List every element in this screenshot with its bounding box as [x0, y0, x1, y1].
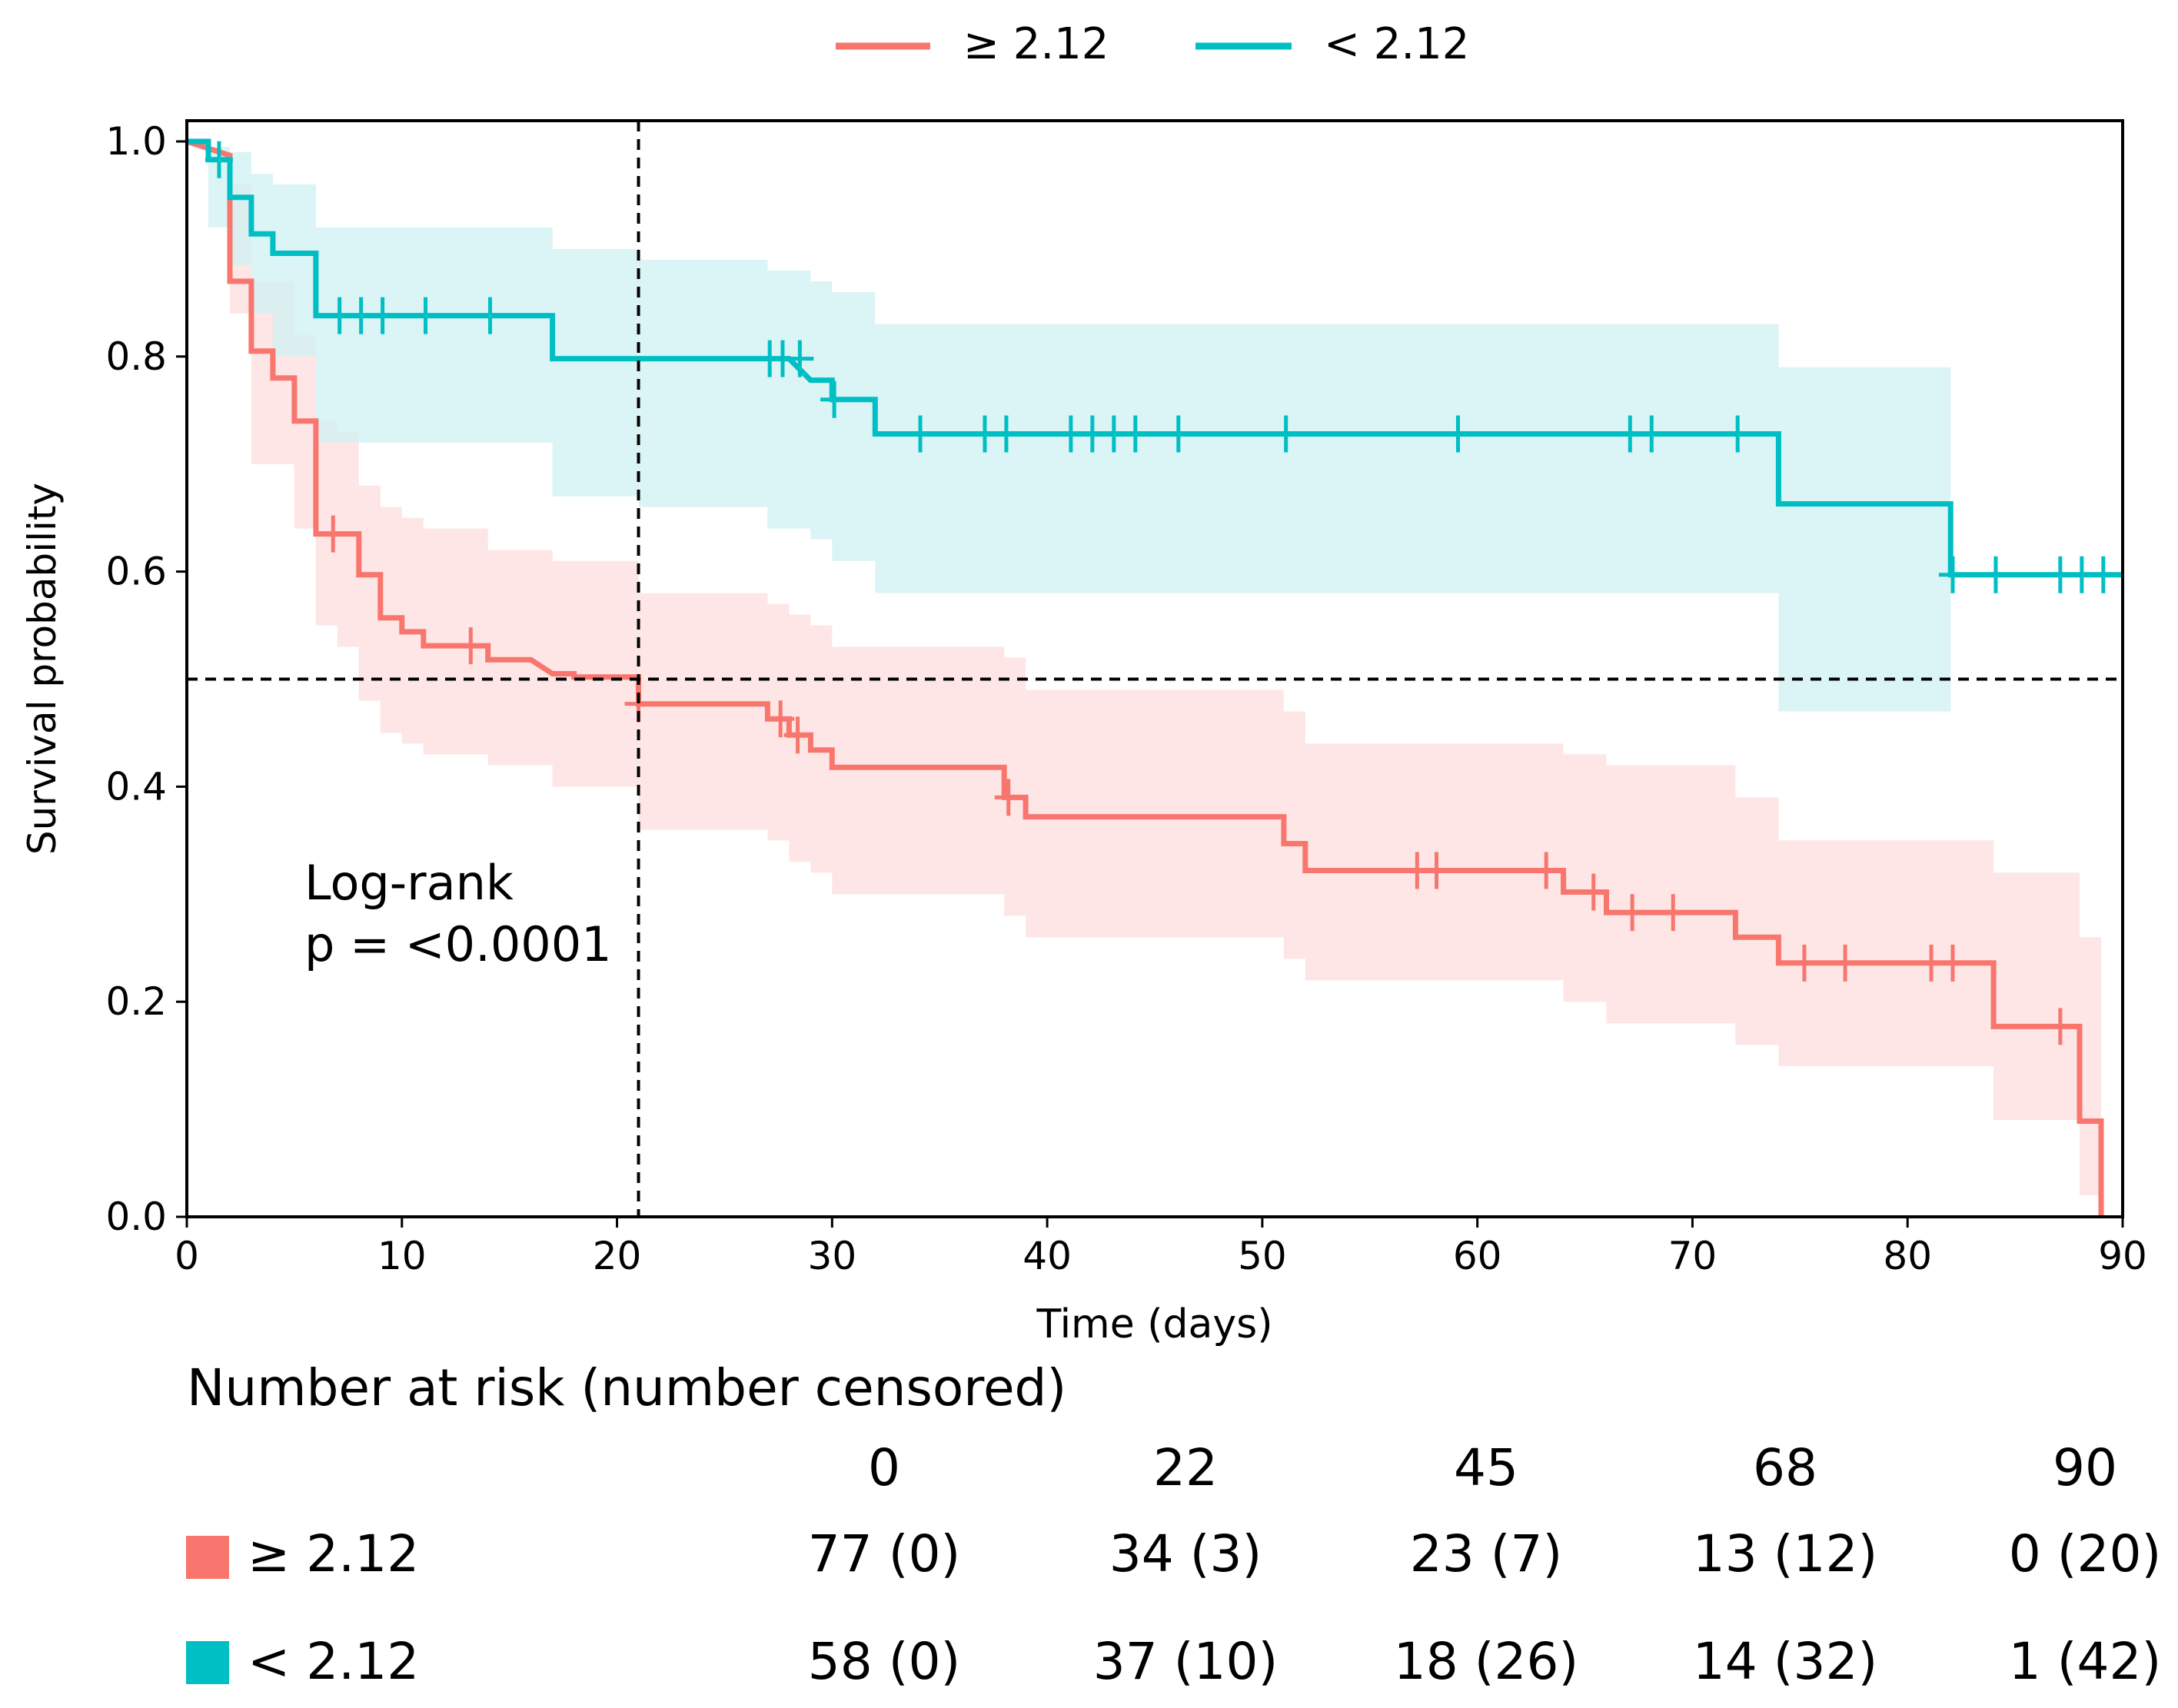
- y-tick-label: 0.2: [105, 979, 167, 1024]
- risk-time-label: 0: [868, 1438, 900, 1497]
- risk-value-low: 1 (42): [2009, 1632, 2161, 1691]
- y-axis-label: Survival probability: [20, 483, 65, 855]
- risk-value-low: 18 (26): [1394, 1632, 1578, 1691]
- x-tick-label: 80: [1883, 1234, 1932, 1278]
- x-tick-label: 50: [1238, 1234, 1287, 1278]
- y-tick-label: 1.0: [105, 119, 167, 164]
- band-low: [187, 141, 1951, 712]
- risk-time-label: 22: [1153, 1438, 1218, 1497]
- risk-value-low: 37 (10): [1093, 1632, 1278, 1691]
- legend-label-low: < 2.12: [1324, 19, 1469, 69]
- y-tick-label: 0.0: [105, 1195, 167, 1239]
- x-tick-label: 60: [1453, 1234, 1502, 1278]
- band-high: [187, 141, 2101, 1195]
- risk-value-high: 23 (7): [1410, 1524, 1562, 1583]
- x-tick-label: 30: [808, 1234, 857, 1278]
- risk-row-swatch-high: [186, 1536, 229, 1579]
- reference-lines: [187, 121, 2123, 1217]
- risk-value-low: 14 (32): [1693, 1632, 1877, 1691]
- risk-time-label: 68: [1753, 1438, 1817, 1497]
- logrank-title: Log-rank: [304, 855, 514, 911]
- risk-table-values: 77 (0) 34 (3) 23 (7) 13 (12) 0 (20) 58 (0) 37 …: [808, 1524, 2161, 1691]
- legend: ≥ 2.12 < 2.12: [836, 19, 1469, 69]
- logrank-pvalue: p = <0.0001: [304, 916, 612, 972]
- risk-row-label-low: < 2.12: [248, 1632, 419, 1691]
- risk-value-low: 58 (0): [808, 1632, 960, 1691]
- y-tick-label: 0.6: [105, 550, 167, 594]
- x-tick-label: 20: [593, 1234, 642, 1278]
- x-tick-label: 10: [377, 1234, 427, 1278]
- risk-value-high: 13 (12): [1693, 1524, 1877, 1583]
- risk-row-swatch-low: [186, 1641, 229, 1684]
- x-axis-label: Time (days): [1036, 1301, 1272, 1347]
- y-axis: 0.0 0.2 0.4 0.6 0.8 1.0: [105, 119, 187, 1239]
- risk-row-label-high: ≥ 2.12: [248, 1524, 419, 1583]
- risk-time-label: 45: [1454, 1438, 1518, 1497]
- risk-table-times: 0 22 45 68 90: [868, 1438, 2117, 1497]
- risk-value-high: 34 (3): [1109, 1524, 1262, 1583]
- risk-table: Number at risk (number censored) 0 22 45 68…: [186, 1358, 2161, 1691]
- plot-frame: [185, 119, 2124, 1218]
- x-tick-label: 40: [1022, 1234, 1072, 1278]
- risk-value-high: 0 (20): [2009, 1524, 2161, 1583]
- risk-time-label: 90: [2053, 1438, 2117, 1497]
- x-tick-label: 90: [2098, 1234, 2147, 1278]
- x-axis: 0 10 20 30 40 50 60 70 80 90: [175, 1217, 2147, 1278]
- legend-label-high: ≥ 2.12: [963, 19, 1109, 69]
- confidence-bands: [187, 141, 2101, 1195]
- risk-value-high: 77 (0): [808, 1524, 960, 1583]
- censor-marks: [204, 141, 2117, 1045]
- x-tick-label: 70: [1668, 1234, 1717, 1278]
- y-tick-label: 0.8: [105, 334, 167, 379]
- x-tick-label: 0: [175, 1234, 199, 1278]
- y-tick-label: 0.4: [105, 764, 167, 809]
- risk-table-title: Number at risk (number censored): [187, 1358, 1066, 1417]
